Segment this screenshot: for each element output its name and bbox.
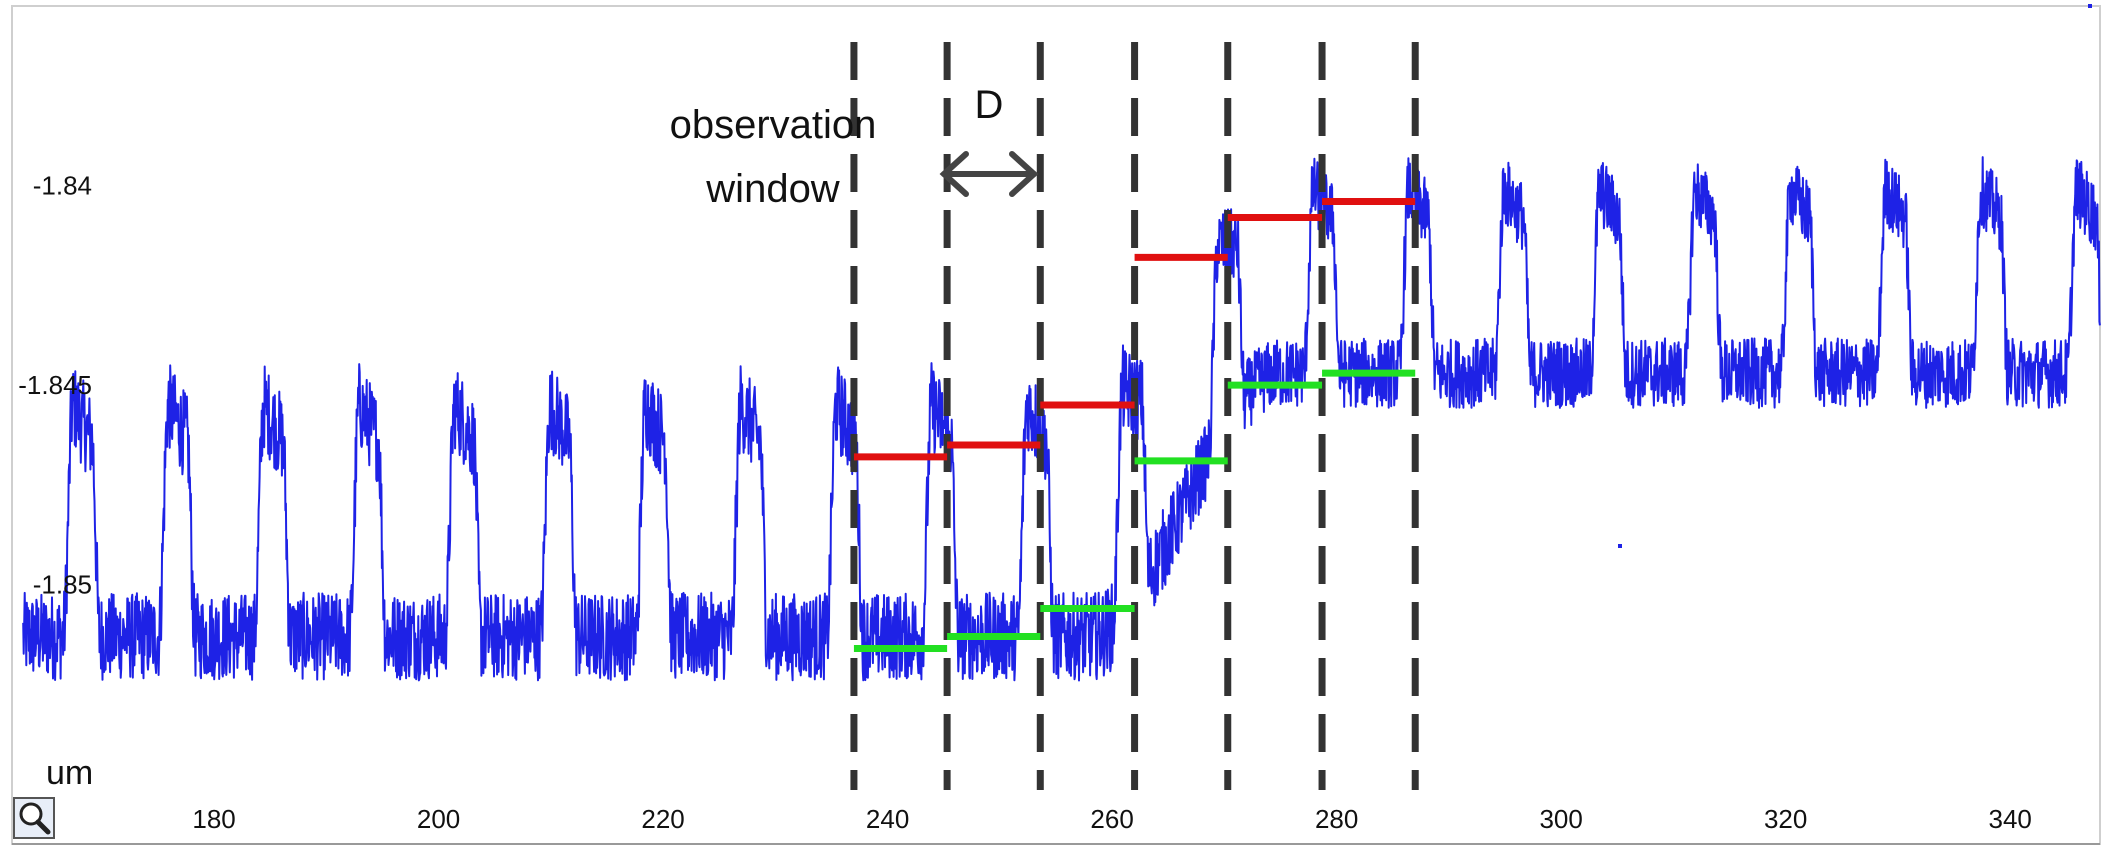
y-tick-label: -1.845 xyxy=(18,370,92,400)
x-tick-label: 220 xyxy=(641,804,684,834)
upper-level-lines xyxy=(853,198,1416,461)
x-tick-label: 320 xyxy=(1764,804,1807,834)
corner-dot xyxy=(2088,4,2092,8)
magnifier-icon xyxy=(19,802,51,835)
observation-label-line2: window xyxy=(705,167,840,211)
y-tick-label: -1.84 xyxy=(33,171,92,201)
stray-dot xyxy=(1618,544,1622,548)
x-tick-label: 340 xyxy=(1988,804,2031,834)
x-axis-ticks: 180 200 220 240 260 280 300 320 340 xyxy=(192,804,2032,834)
x-tick-label: 240 xyxy=(866,804,909,834)
x-tick-label: 200 xyxy=(417,804,460,834)
signal-trace xyxy=(22,156,2101,682)
lower-level-lines xyxy=(853,369,1416,652)
x-tick-label: 260 xyxy=(1090,804,1133,834)
x-unit-label: um xyxy=(46,754,93,792)
signal-line xyxy=(22,156,2101,682)
y-axis-ticks: -1.84 -1.845 -1.85 xyxy=(18,171,92,600)
y-tick-label: -1.85 xyxy=(33,570,92,600)
d-double-arrow xyxy=(939,151,1039,197)
x-tick-label: 300 xyxy=(1539,804,1582,834)
zoom-button[interactable] xyxy=(13,797,55,839)
d-label: D xyxy=(975,83,1004,127)
plot-area xyxy=(11,5,2101,845)
x-tick-label: 180 xyxy=(192,804,235,834)
observation-label-line1: observation xyxy=(670,103,877,147)
x-tick-label: 280 xyxy=(1315,804,1358,834)
observation-window-lines xyxy=(850,42,1419,790)
